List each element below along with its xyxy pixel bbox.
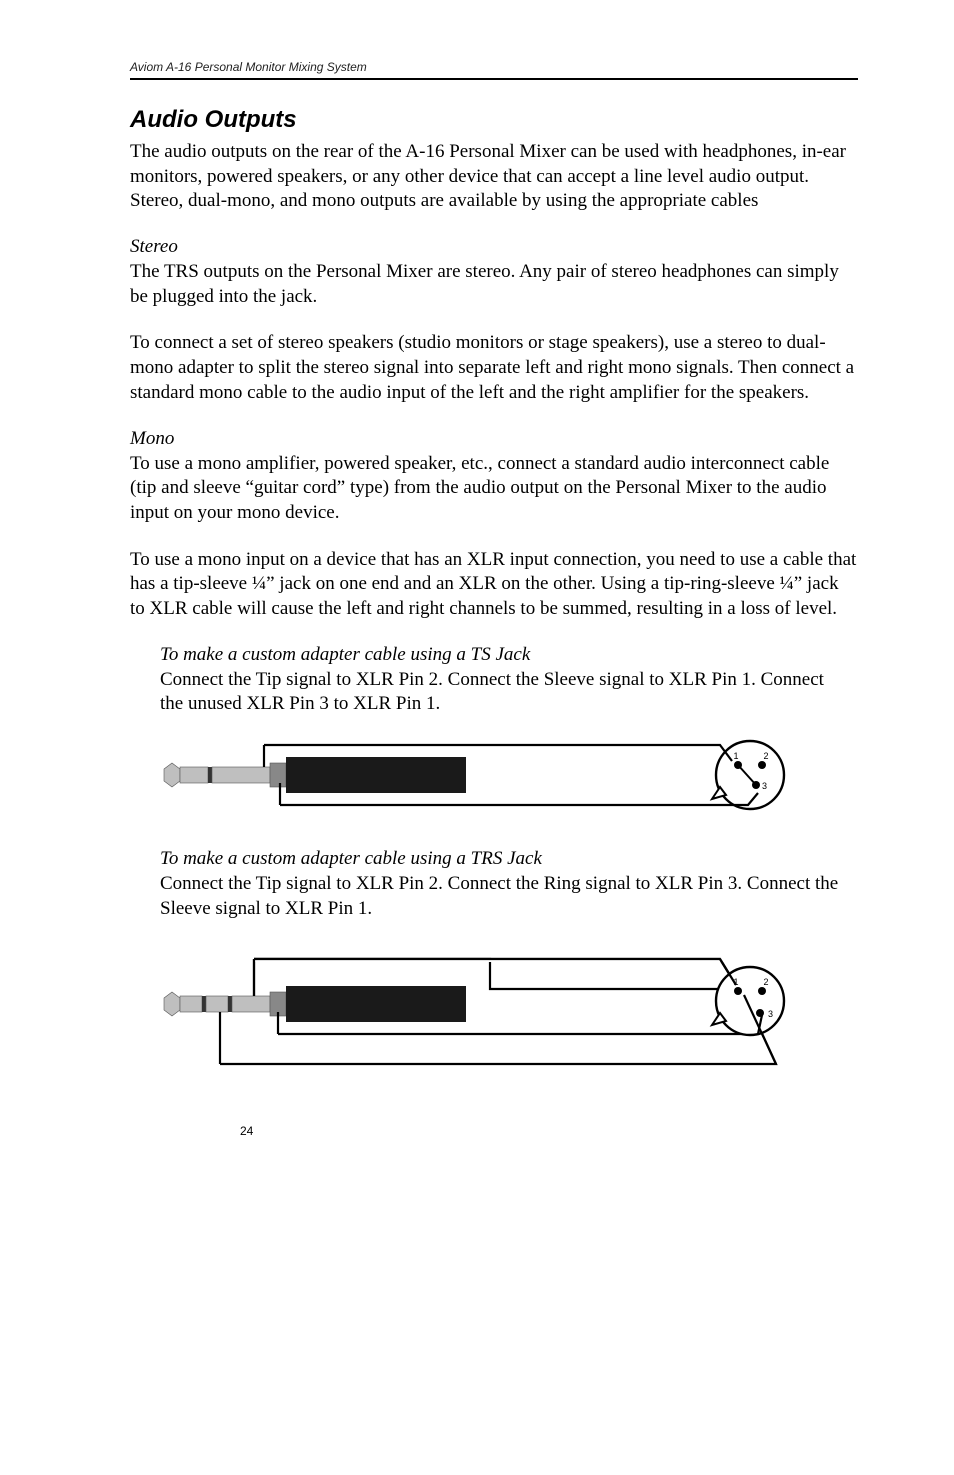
running-header: Aviom A-16 Personal Monitor Mixing Syste…: [130, 60, 858, 80]
stereo-p2: To connect a set of stereo speakers (stu…: [130, 331, 858, 405]
page-number: 24: [240, 1124, 858, 1138]
stereo-heading: Stereo: [130, 236, 858, 258]
svg-text:1: 1: [733, 977, 738, 987]
svg-text:2: 2: [763, 977, 768, 987]
svg-text:2: 2: [763, 751, 768, 761]
svg-text:1: 1: [733, 751, 738, 761]
stereo-p1: The TRS outputs on the Personal Mixer ar…: [130, 260, 858, 309]
mono-heading: Mono: [130, 428, 858, 450]
ts-adapter-heading: To make a custom adapter cable using a T…: [160, 644, 848, 666]
ts-adapter-body: Connect the Tip signal to XLR Pin 2. Con…: [160, 668, 848, 717]
section-title: Audio Outputs: [130, 106, 858, 134]
mono-p1: To use a mono amplifier, powered speaker…: [130, 452, 858, 526]
trs-adapter-body: Connect the Tip signal to XLR Pin 2. Con…: [160, 872, 848, 921]
intro-paragraph: The audio outputs on the rear of the A-1…: [130, 140, 858, 214]
trs-adapter-heading: To make a custom adapter cable using a T…: [160, 848, 848, 870]
ts-jack-diagram: 1 2 3: [160, 725, 858, 830]
svg-text:3: 3: [768, 1009, 773, 1019]
trs-jack-diagram: 1 2 3: [160, 929, 858, 1084]
mono-p2: To use a mono input on a device that has…: [130, 548, 858, 622]
svg-text:3: 3: [762, 781, 767, 791]
